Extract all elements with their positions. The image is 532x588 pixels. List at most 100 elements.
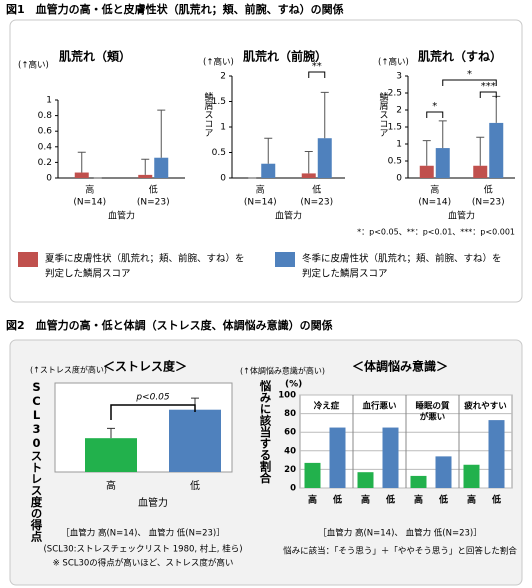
bar [357, 472, 374, 488]
y-tick-label: 2 [396, 106, 402, 116]
x-tick-label: 高 [106, 479, 116, 492]
bar [435, 456, 452, 488]
y-tick-label: 0.8 [38, 111, 53, 121]
y-note: (↑高い) [203, 57, 234, 68]
bar [74, 172, 89, 178]
panel-title: が悪い [420, 412, 446, 423]
x-tick-label: 低 [312, 184, 321, 196]
bar [261, 163, 276, 178]
x-tick-label: 低 [332, 494, 342, 506]
bar [435, 148, 450, 178]
x-tick-label: 高 [414, 494, 423, 506]
y-label: SCL30ストレス度の得点 [30, 380, 44, 543]
x-tick-label: 高 [85, 184, 94, 196]
chart-title: 肌荒れ（頬） [58, 49, 131, 64]
error-bar [141, 158, 150, 175]
y-tick-label: 0 [290, 484, 296, 494]
error-bar [438, 120, 447, 149]
bar [85, 438, 137, 472]
bar [304, 462, 321, 488]
significance: * [467, 69, 472, 80]
y-tick-label: 2 [220, 72, 226, 82]
bar [301, 173, 316, 178]
y-label: 悩みに該当する割合 [259, 379, 273, 484]
panel-title: 疲れやすい [464, 401, 507, 412]
chart-title: 肌荒れ（すね） [417, 49, 502, 64]
y-note: (↑高い) [18, 60, 49, 71]
y-tick-label: 0 [46, 174, 52, 184]
figure1-frame [9, 19, 523, 303]
bar [154, 157, 169, 178]
chart-title: ＜ストレス度＞ [103, 359, 187, 374]
bar [463, 464, 480, 488]
figure2-title: 図2 血管力の高・低と体調（ストレス度、体調悩み意識）の関係 [6, 318, 333, 332]
bracket [426, 111, 444, 118]
x-tick-label: 低 [149, 184, 158, 196]
y-label: 鱗屑スコア [378, 91, 389, 137]
y-note: (↑体調悩み意識が高い) [240, 366, 325, 376]
x-tick-label: 高 [308, 494, 317, 506]
y-tick-label: 100 [278, 391, 296, 401]
significance: * [432, 101, 437, 112]
y-tick-label: 80 [284, 409, 296, 419]
y-tick-label: 20 [284, 465, 296, 475]
legend-swatch [18, 252, 38, 267]
x-tick-note: (N=14) [73, 198, 106, 208]
y-tick-label: 0.2 [38, 158, 52, 168]
x-label: 血管力 [448, 210, 475, 222]
bar [329, 427, 346, 488]
y-tick-label: 1.5 [212, 97, 226, 107]
figure1-title: 図1 血管力の高・低と皮膚性状（肌荒れ；頬、前腕、すね）の関係 [6, 2, 344, 16]
legend-label: 判定した鱗屑スコア [302, 268, 388, 280]
chart-title: ＜体調悩み意識＞ [352, 359, 448, 374]
bar [419, 165, 434, 178]
bar [382, 427, 399, 488]
significance: ** [312, 61, 322, 72]
note: ※ SCL30の得点が高いほど、ストレス度が高い [53, 558, 234, 569]
error-bar [476, 136, 485, 166]
x-tick-note: (N=14) [418, 198, 451, 208]
y-tick-label: 0.6 [38, 127, 53, 137]
panel-title: 血行悪い [362, 401, 396, 412]
bar [410, 475, 427, 488]
x-tick-label: 低 [491, 494, 501, 506]
y-tick-label: 60 [284, 428, 296, 438]
chart-title: 肌荒れ（前腕） [242, 49, 327, 64]
y-tick-label: 0 [396, 174, 402, 184]
y-tick-label: 1 [220, 123, 226, 133]
x-tick-label: 高 [467, 494, 476, 506]
y-tick-label: 2.5 [388, 89, 402, 99]
x-tick-label: 高 [430, 184, 439, 196]
legend-label: 冬季に皮膚性状（肌荒れ；頬、前腕、すね）を [302, 253, 502, 265]
legend-label: 夏季に皮膚性状（肌荒れ；頬、前腕、すね）を [45, 253, 245, 265]
x-label: 血管力 [138, 496, 168, 509]
y-label: 鱗屑スコア [203, 91, 214, 137]
x-tick-label: 低 [385, 494, 395, 506]
y-tick-label: 1.5 [388, 123, 402, 133]
significance: *** [481, 81, 496, 92]
error-bar [157, 109, 166, 158]
bracket [479, 91, 497, 98]
y-tick-label: 40 [284, 446, 296, 456]
panel-title: 冷え症 [314, 401, 340, 412]
bar [169, 409, 221, 472]
bracket [442, 79, 497, 86]
y-tick-label: 0.5 [388, 157, 402, 167]
bracket [110, 404, 196, 420]
note: 悩みに該当：「そう思う」＋「ややそう思う」と回答した割合 [283, 546, 517, 557]
note: ［血管力 高(N=14)、 血管力 低(N=23)］ [61, 528, 224, 539]
error-bar [422, 140, 431, 166]
y-tick-label: 0 [220, 174, 226, 184]
error-bar [107, 427, 115, 439]
legend-swatch [275, 252, 295, 267]
x-tick-note: (N=23) [137, 198, 170, 208]
error-bar [77, 151, 86, 173]
bar [138, 174, 153, 178]
x-tick-note: (N=14) [244, 198, 277, 208]
x-tick-label: 低 [438, 494, 448, 506]
error-bar [320, 91, 329, 139]
bar [317, 138, 332, 178]
y-tick-label: 1 [396, 140, 402, 150]
x-tick-label: 高 [361, 494, 370, 506]
